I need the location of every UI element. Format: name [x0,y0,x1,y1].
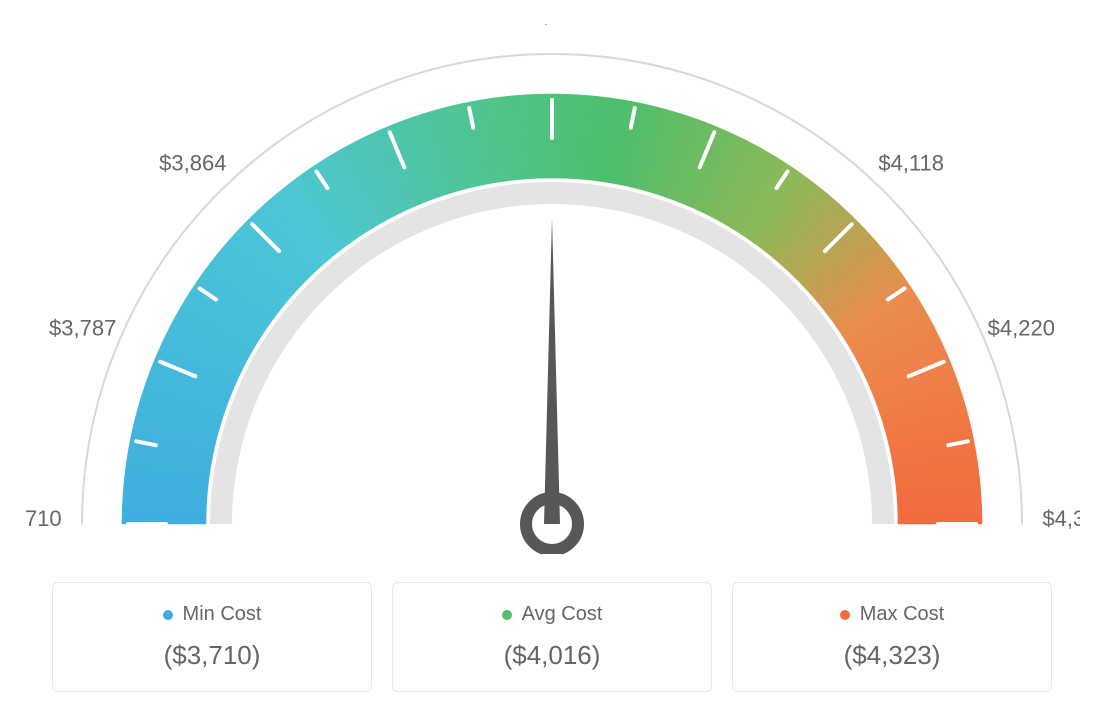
max-cost-card: Max Cost ($4,323) [732,582,1052,692]
gauge-tick-label: $3,710 [24,506,62,531]
gauge-tick-label: $4,118 [878,151,944,176]
avg-cost-value: ($4,016) [417,640,687,671]
gauge-tick-label: $4,323 [1042,506,1080,531]
cost-gauge-chart: $3,710 $3,787 $3,864 $4,016 $4,118 $4,220 $4,3… [24,24,1080,554]
avg-dot-icon [502,610,512,620]
gauge-tick-label: $3,787 [49,315,116,340]
avg-cost-label: Avg Cost [522,603,603,626]
min-cost-value: ($3,710) [77,640,347,671]
card-header: Max Cost [757,603,1027,626]
gauge-container: $3,710 $3,787 $3,864 $4,016 $4,118 $4,220 $4,3… [24,24,1080,554]
min-cost-label: Min Cost [183,603,262,626]
card-header: Min Cost [77,603,347,626]
gauge-tick-label: $4,016 [518,24,585,27]
gauge-tick-label: $3,864 [159,151,226,176]
gauge-tick-label: $4,220 [988,315,1055,340]
max-cost-value: ($4,323) [757,640,1027,671]
summary-cards: Min Cost ($3,710) Avg Cost ($4,016) Max … [24,582,1080,692]
max-dot-icon [840,610,850,620]
avg-cost-card: Avg Cost ($4,016) [392,582,712,692]
min-cost-card: Min Cost ($3,710) [52,582,372,692]
max-cost-label: Max Cost [860,603,944,626]
min-dot-icon [163,610,173,620]
gauge-needle [544,218,560,524]
card-header: Avg Cost [417,603,687,626]
